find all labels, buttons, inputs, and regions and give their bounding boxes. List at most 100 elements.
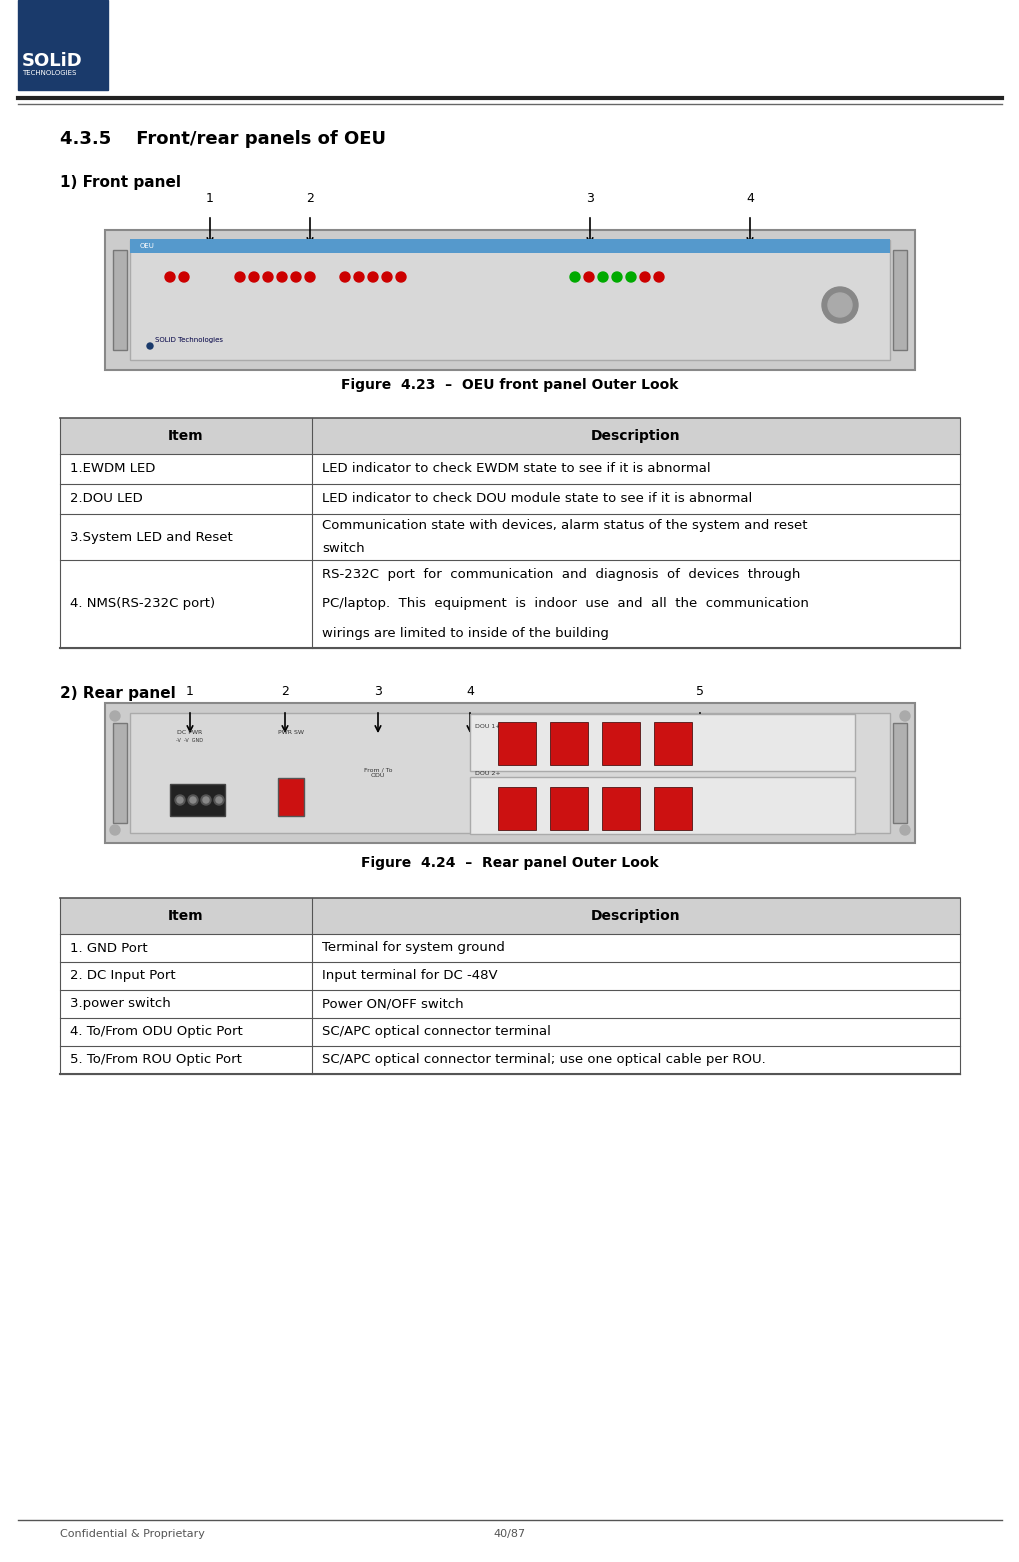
Text: 2: 2 [306,192,314,205]
Circle shape [570,272,580,283]
Text: 2.DOU LED: 2.DOU LED [70,492,143,506]
Text: PWR SW: PWR SW [278,729,304,736]
Circle shape [214,795,224,804]
Circle shape [249,272,259,283]
Text: Figure  4.24  –  Rear panel Outer Look: Figure 4.24 – Rear panel Outer Look [361,856,658,870]
Bar [60,419,959,455]
Bar [497,787,535,829]
Text: 1) Front panel: 1) Front panel [60,175,180,191]
Circle shape [653,272,663,283]
Text: switch: switch [322,542,364,555]
Circle shape [611,272,622,283]
Bar [170,784,225,815]
Circle shape [290,272,301,283]
Bar [60,455,959,484]
Circle shape [147,344,153,348]
Circle shape [395,272,406,283]
Circle shape [190,797,196,803]
Text: 1: 1 [206,192,214,205]
Text: SOLiD: SOLiD [22,52,83,70]
Text: From / To
ODU: From / To ODU [364,767,392,778]
Text: Description: Description [591,909,680,923]
Bar [549,787,587,829]
Text: Input terminal for DC -48V: Input terminal for DC -48V [322,970,497,982]
Text: 40/87: 40/87 [493,1529,526,1539]
Text: LED indicator to check DOU module state to see if it is abnormal: LED indicator to check DOU module state … [322,492,752,506]
Text: SC/APC optical connector terminal; use one optical cable per ROU.: SC/APC optical connector terminal; use o… [322,1053,765,1067]
Bar [470,776,854,834]
Text: 3: 3 [586,192,593,205]
Text: 2. DC Input Port: 2. DC Input Port [70,970,175,982]
Text: OEU: OEU [140,244,155,248]
Text: 3.System LED and Reset: 3.System LED and Reset [70,531,232,544]
Circle shape [597,272,607,283]
Text: Item: Item [168,909,204,923]
Bar [60,484,959,514]
Bar [601,787,639,829]
Text: DOU 2+: DOU 2+ [475,772,500,776]
Text: 3.power switch: 3.power switch [70,998,170,1011]
Text: RS-232C  port  for  communication  and  diagnosis  of  devices  through: RS-232C port for communication and diagn… [322,569,800,581]
Bar [60,1047,959,1075]
Circle shape [177,797,182,803]
Bar [18,0,108,91]
Text: 1.EWDM LED: 1.EWDM LED [70,462,155,475]
Bar [60,514,959,561]
Circle shape [263,272,273,283]
Circle shape [178,272,189,283]
Circle shape [584,272,593,283]
Text: PC/laptop.  This  equipment  is  indoor  use  and  all  the  communication: PC/laptop. This equipment is indoor use … [322,598,808,611]
Text: 4. To/From ODU Optic Port: 4. To/From ODU Optic Port [70,1026,243,1039]
Bar [497,722,535,765]
Circle shape [234,272,245,283]
Bar [113,250,127,350]
Text: 1. GND Port: 1. GND Port [70,942,148,954]
Bar [278,778,304,815]
Text: 3: 3 [374,686,381,698]
Circle shape [354,272,364,283]
Text: Item: Item [168,430,204,444]
Circle shape [899,711,909,722]
Bar [892,723,906,823]
Circle shape [899,825,909,836]
Text: 5. To/From ROU Optic Port: 5. To/From ROU Optic Port [70,1053,242,1067]
Bar [60,1018,959,1047]
Bar [129,712,890,833]
Circle shape [382,272,391,283]
Text: DC PWR: DC PWR [177,729,203,736]
Bar [549,722,587,765]
Circle shape [216,797,222,803]
Text: 2) Rear panel: 2) Rear panel [60,686,175,701]
Text: SC/APC optical connector terminal: SC/APC optical connector terminal [322,1026,550,1039]
Text: SOLiD Technologies: SOLiD Technologies [155,337,223,344]
Circle shape [277,272,286,283]
Bar [601,722,639,765]
Text: DOU 1+: DOU 1+ [475,725,500,729]
Text: Description: Description [591,430,680,444]
Text: 5: 5 [695,686,703,698]
Bar [60,990,959,1018]
Circle shape [165,272,175,283]
Circle shape [110,825,120,836]
Bar [113,723,127,823]
Bar [60,934,959,962]
Circle shape [821,287,857,323]
Bar [470,714,854,772]
Bar [892,250,906,350]
Bar [129,239,890,253]
Bar [653,787,691,829]
Text: Terminal for system ground: Terminal for system ground [322,942,504,954]
Text: 4: 4 [466,686,474,698]
Bar [60,962,959,990]
Circle shape [305,272,315,283]
Bar [129,241,890,359]
Text: 1: 1 [185,686,194,698]
Bar [60,561,959,648]
Text: Communication state with devices, alarm status of the system and reset: Communication state with devices, alarm … [322,519,807,533]
Text: Figure  4.23  –  OEU front panel Outer Look: Figure 4.23 – OEU front panel Outer Look [341,378,678,392]
Circle shape [339,272,350,283]
Text: -V  -V  GND: -V -V GND [176,737,204,744]
Circle shape [201,795,211,804]
Text: Power ON/OFF switch: Power ON/OFF switch [322,998,464,1011]
Text: 4. NMS(RS-232C port): 4. NMS(RS-232C port) [70,598,215,611]
